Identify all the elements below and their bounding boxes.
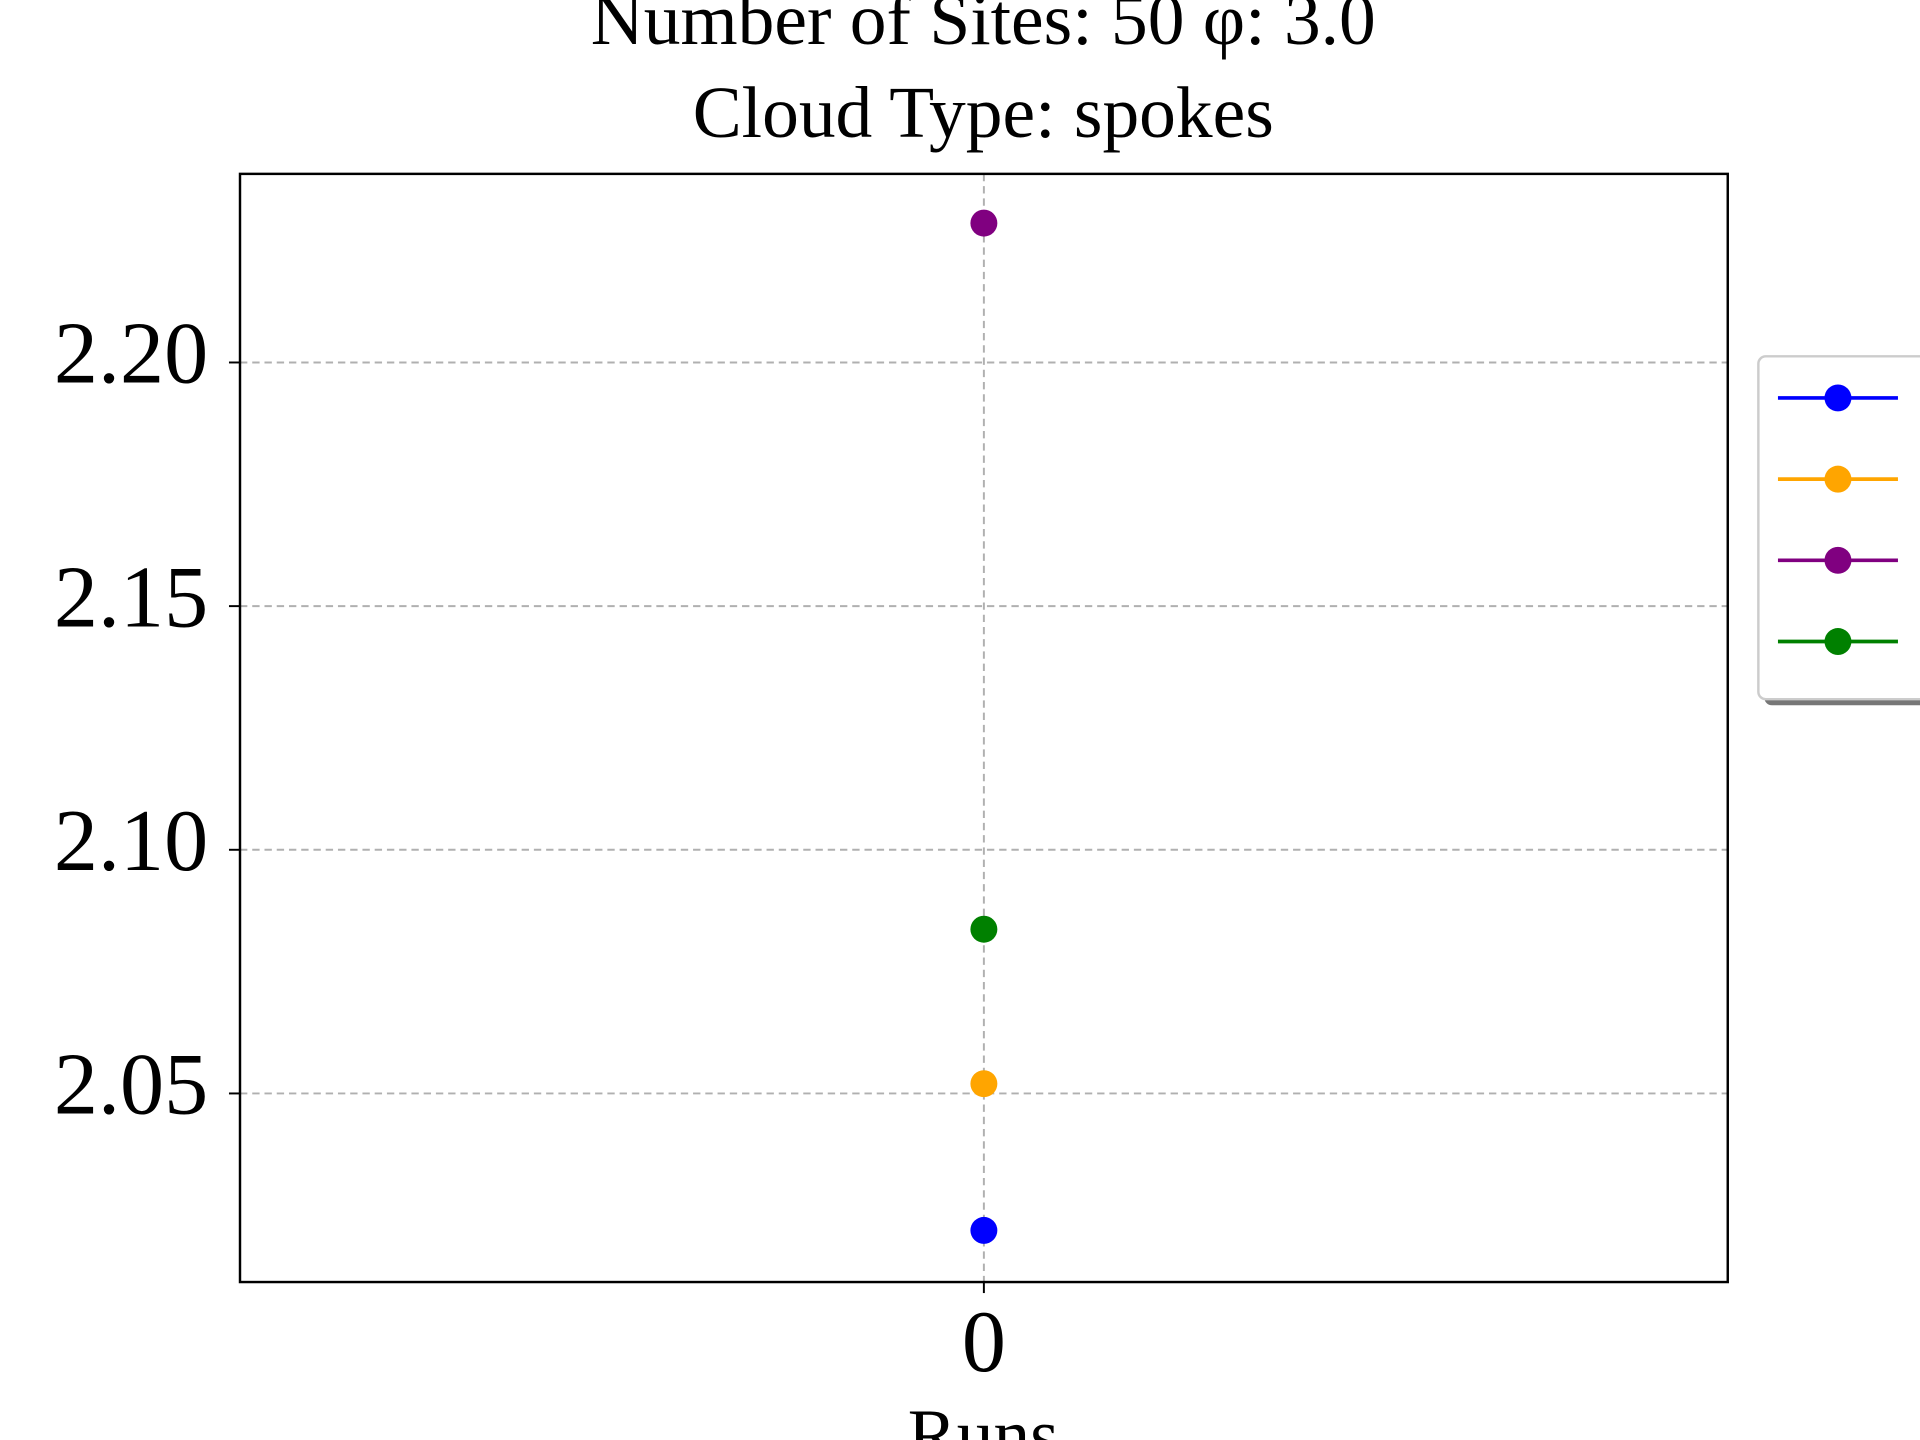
y-tick-label: 2.15	[54, 548, 208, 646]
y-tick-label: 2.05	[54, 1036, 208, 1134]
legend-swatch	[1824, 465, 1852, 493]
chart-title: Number of Sites: 50 φ: 3.0	[591, 0, 1376, 60]
chart-title: Cloud Type: spokes	[693, 72, 1274, 153]
x-tick-label: 0	[962, 1293, 1006, 1391]
data-point	[970, 209, 998, 237]
legend-swatch	[1824, 384, 1852, 412]
legend-swatch	[1824, 628, 1852, 655]
plot-frame	[238, 172, 1729, 1284]
legend-swatch	[1824, 546, 1852, 574]
data-point	[970, 1216, 998, 1244]
x-axis-label: Runs	[908, 1394, 1059, 1440]
data-point	[970, 1070, 998, 1098]
data-point	[970, 915, 998, 943]
y-tick-label: 2.10	[54, 792, 208, 890]
legend-box	[1757, 355, 1920, 701]
y-tick-label: 2.20	[54, 305, 208, 403]
